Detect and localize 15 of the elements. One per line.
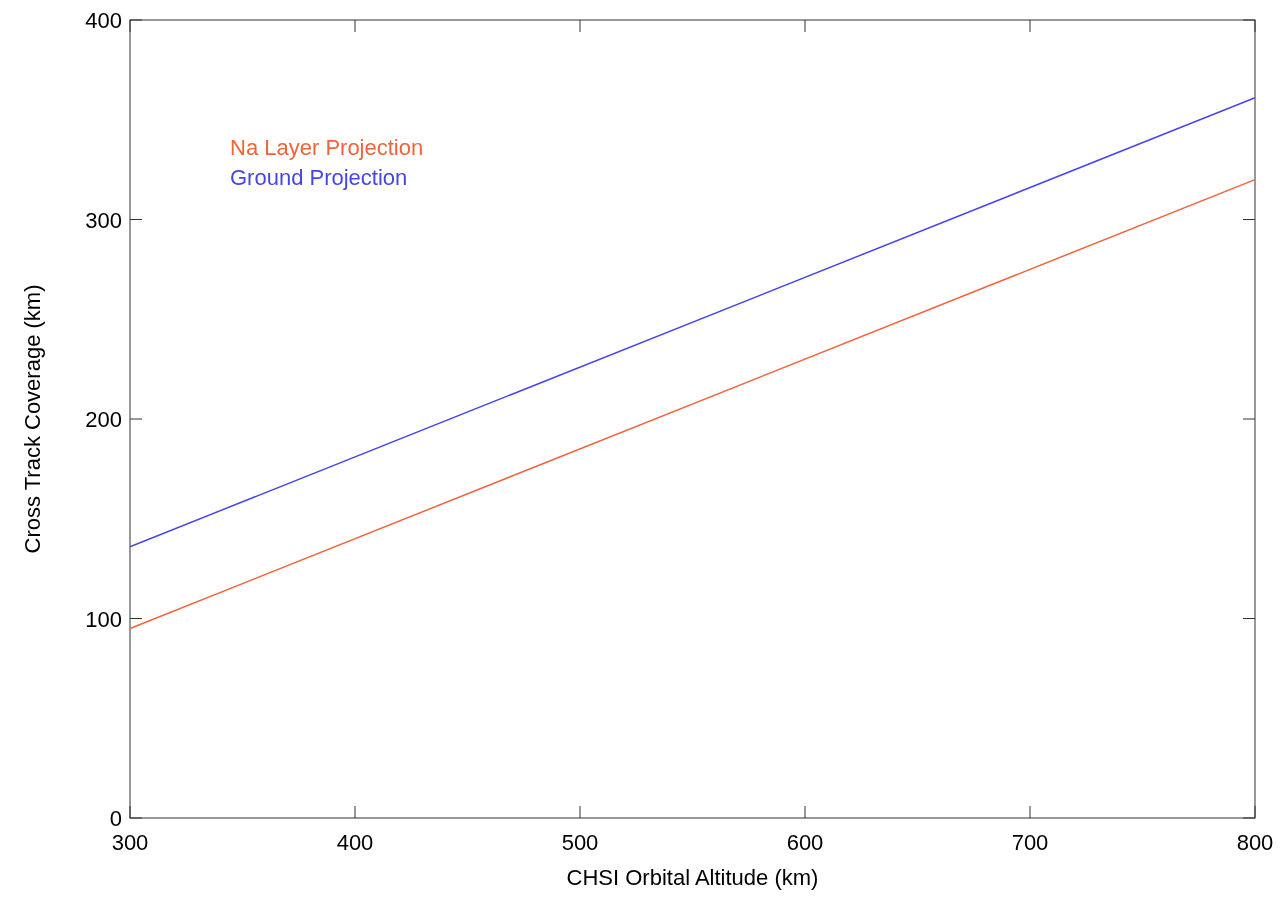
x-tick-label: 400 xyxy=(336,830,374,855)
text: Na Layer Projection xyxy=(230,135,424,160)
y-tick-label: 400 xyxy=(85,8,122,33)
x-tick-label: 300 xyxy=(111,830,149,855)
y-tick-label: 0 xyxy=(109,806,122,831)
x-tick-label: 600 xyxy=(786,830,824,855)
x-axis-title: CHSI Orbital Altitude (km) xyxy=(566,865,819,890)
y-tick-label: 200 xyxy=(85,407,122,432)
x-tick-label: 700 xyxy=(1011,830,1049,855)
text: Ground Projection xyxy=(230,165,408,190)
x-tick-label: 800 xyxy=(1236,830,1274,855)
y-tick-label: 100 xyxy=(85,606,122,632)
x-tick-label: 500 xyxy=(561,830,599,855)
y-axis-title: Cross Track Coverage (km) xyxy=(20,284,45,554)
y-tick-label: 300 xyxy=(85,207,122,233)
